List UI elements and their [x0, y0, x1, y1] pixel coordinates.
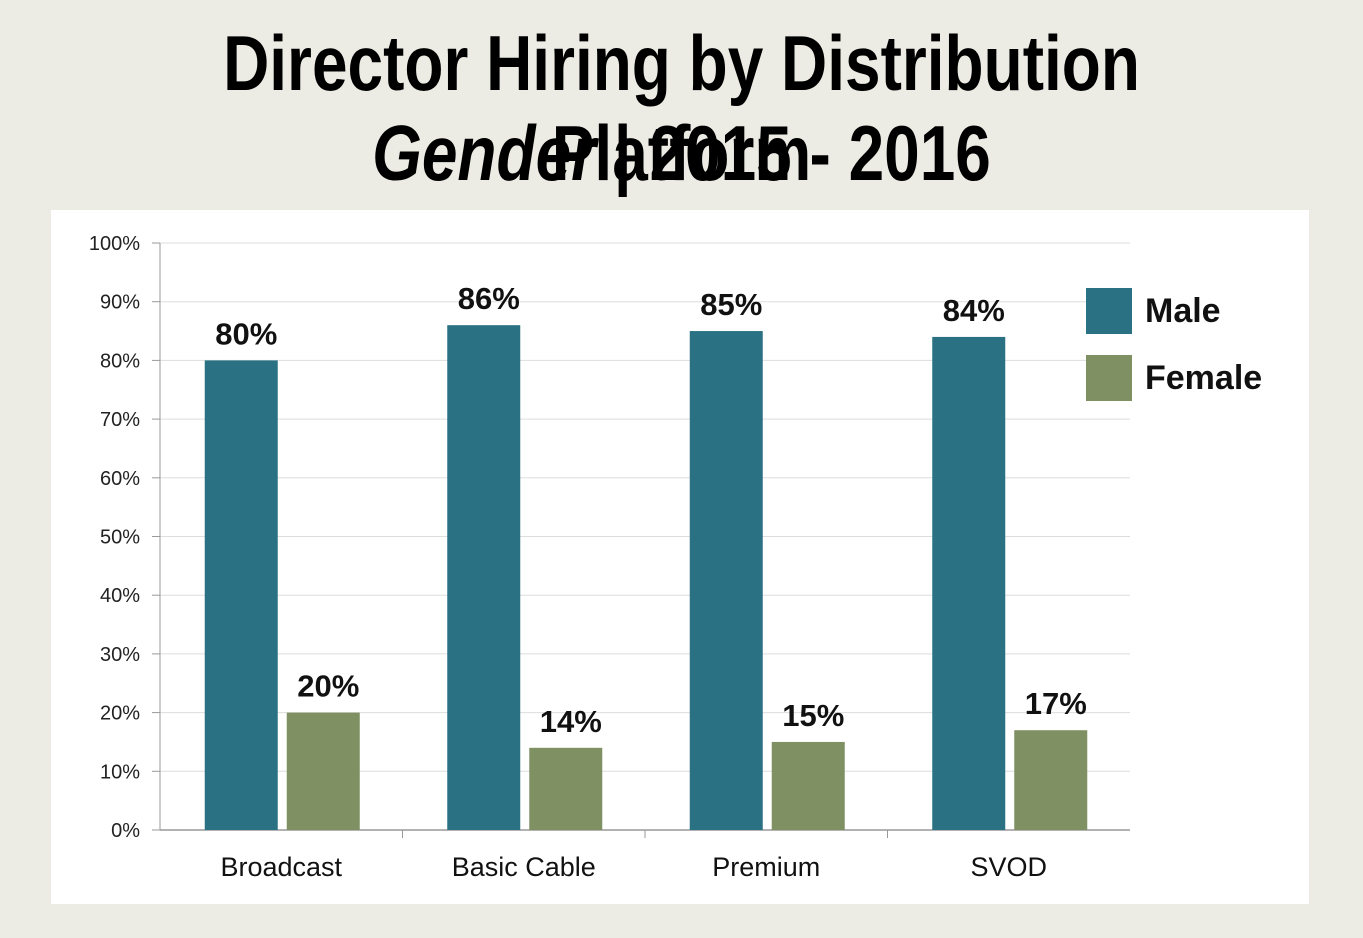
y-tick-label: 70%: [100, 409, 140, 431]
y-tick-label: 20%: [100, 703, 140, 725]
title-years: 2015 - 2016: [649, 109, 991, 197]
title-emphasis: Gender: [372, 109, 597, 197]
legend-swatch-male: [1086, 288, 1132, 334]
y-tick-label: 40%: [100, 585, 140, 607]
chart-title: Director Hiring by Distribution Platform…: [0, 0, 1363, 205]
bar-female: [1014, 730, 1088, 830]
bar-male: [932, 336, 1006, 830]
data-label: 20%: [297, 669, 359, 704]
y-tick-label: 60%: [100, 468, 140, 490]
data-label: 84%: [943, 293, 1005, 328]
legend-label-female: Female: [1145, 359, 1262, 397]
data-label: 15%: [782, 698, 844, 733]
data-label: 17%: [1025, 686, 1087, 721]
legend-label-male: Male: [1145, 292, 1221, 330]
legend-swatch-female: [1086, 355, 1132, 401]
bar-female: [286, 712, 360, 830]
bar-male: [689, 331, 763, 830]
bar-male: [204, 360, 278, 830]
y-tick-label: 30%: [100, 644, 140, 666]
y-axis: 0% 10% 20% 30% 40% 50% 60% 70% 80% 90% 100%: [89, 233, 161, 842]
y-tick-label: 90%: [100, 292, 140, 314]
title-line-2: Gender | 2015 - 2016: [123, 108, 1241, 198]
data-label: 80%: [215, 316, 277, 351]
bar-female: [529, 747, 603, 830]
y-tick-label: 100%: [89, 233, 140, 255]
y-tick-label: 0%: [111, 820, 140, 842]
y-tick-label: 10%: [100, 761, 140, 783]
data-label: 85%: [700, 287, 762, 322]
data-label: 86%: [458, 281, 520, 316]
bar-female: [771, 741, 845, 830]
bars: 80% 20% 86% 14% 85% 15% 84% 17%: [204, 281, 1088, 830]
title-separator: |: [596, 109, 650, 197]
x-axis: Broadcast Basic Cable Premium SVOD: [160, 829, 1130, 882]
x-category-label: Premium: [712, 852, 820, 882]
y-tick-label: 50%: [100, 527, 140, 549]
x-category-label: Broadcast: [220, 852, 342, 882]
legend: Male Female: [1086, 288, 1262, 401]
bar-male: [447, 325, 521, 830]
y-tick-label: 80%: [100, 350, 140, 372]
data-label: 14%: [540, 704, 602, 739]
title-line-1: Director Hiring by Distribution Platform: [223, 19, 1140, 197]
x-category-label: SVOD: [970, 852, 1047, 882]
x-category-label: Basic Cable: [452, 852, 596, 882]
